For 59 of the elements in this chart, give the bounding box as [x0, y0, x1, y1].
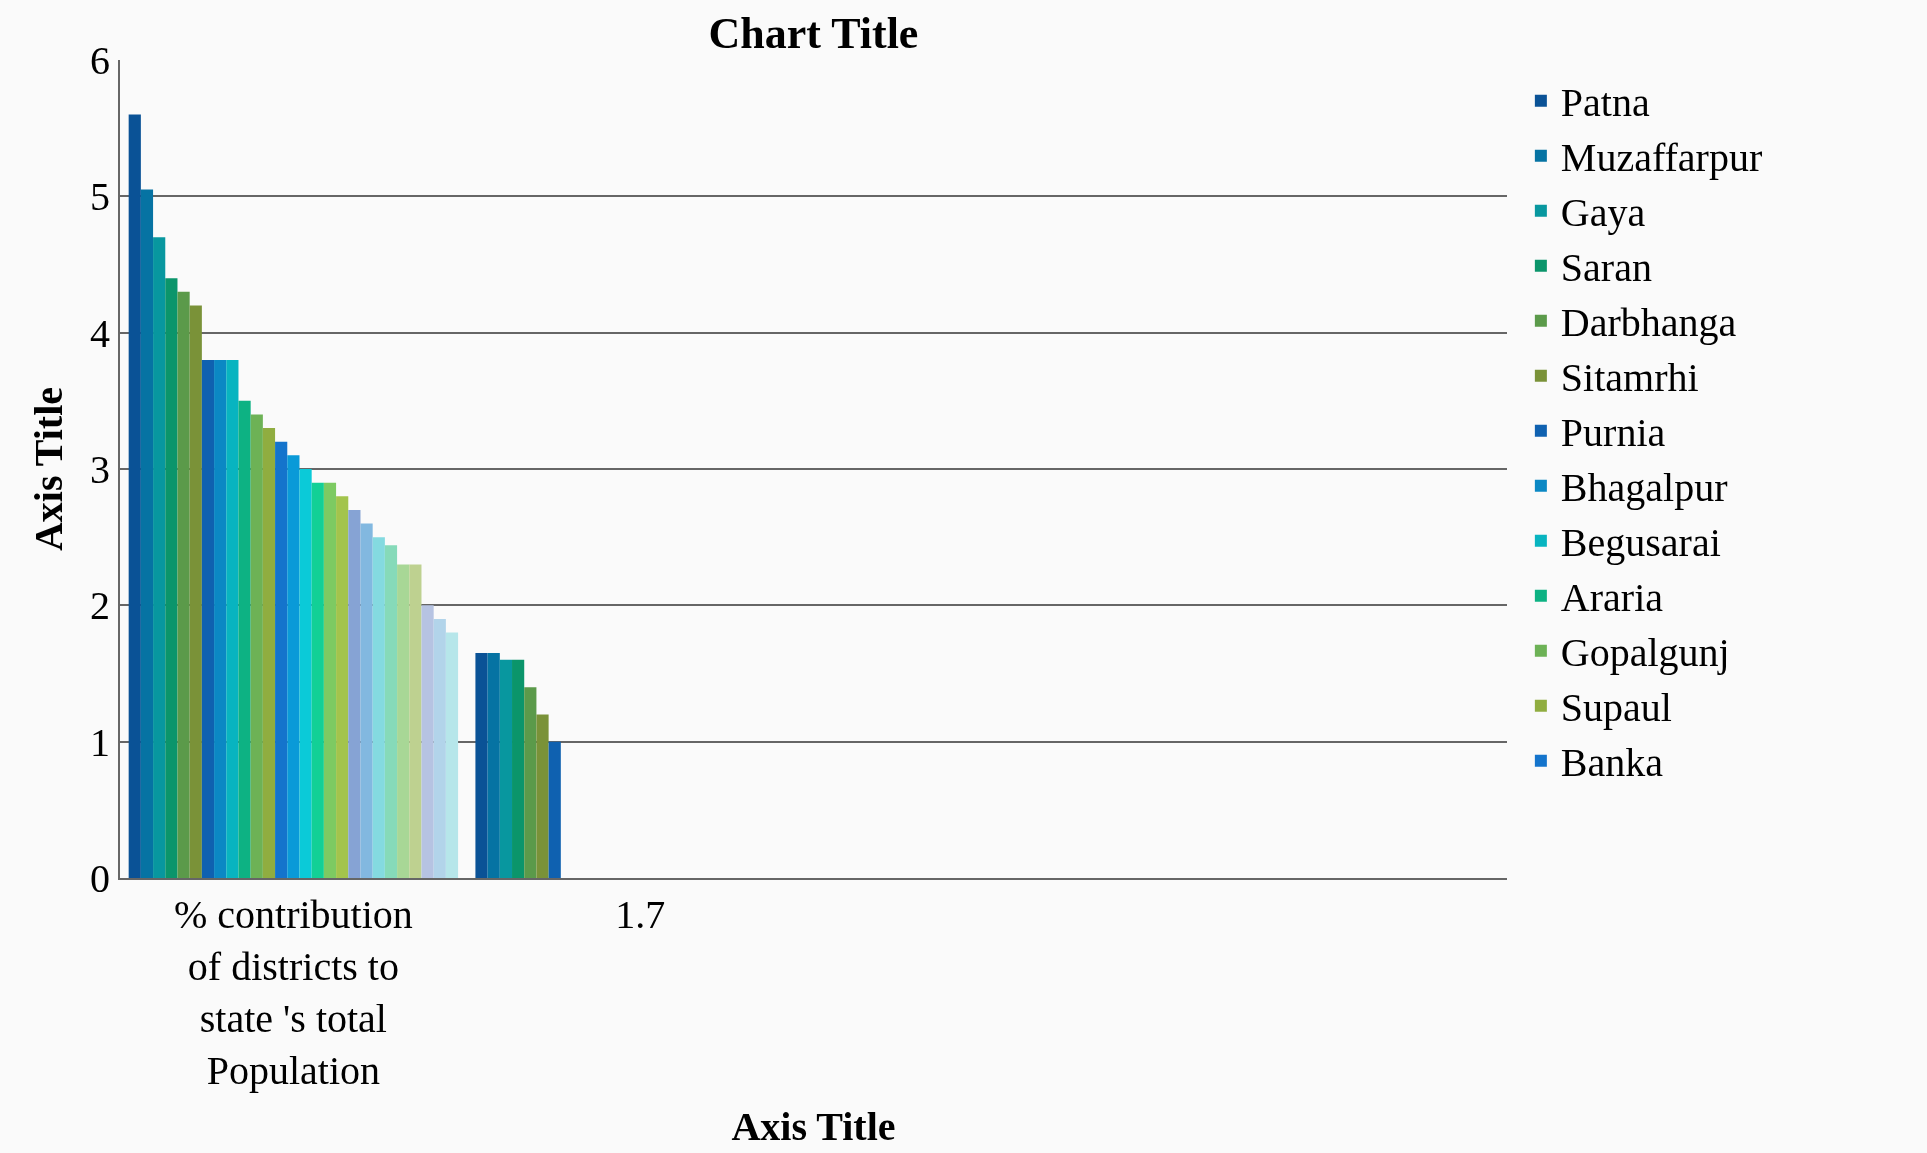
legend-label: Supaul: [1560, 685, 1672, 731]
y-tick-label: 0: [90, 856, 110, 901]
legend-label: Araria: [1560, 575, 1664, 621]
legend-label: Begusarai: [1560, 520, 1721, 566]
chart-title: Chart Title: [708, 9, 919, 59]
x-tick-label: % contribution of districts to state 's total Population: [173, 892, 413, 1093]
legend-label: Sitamrhi: [1560, 355, 1699, 401]
bar: [397, 564, 410, 878]
legend-label: Patna: [1560, 80, 1650, 126]
bar: [287, 455, 300, 878]
bar: [299, 469, 312, 878]
legend-label: Saran: [1560, 245, 1652, 291]
bar: [475, 653, 488, 878]
x-axis-title: Axis Title: [731, 1104, 896, 1149]
bar: [336, 496, 349, 878]
y-tick-label: 5: [90, 174, 110, 220]
legend-label: Muzaffarpur: [1560, 135, 1763, 181]
bar: [323, 482, 337, 878]
legend-label: Gaya: [1560, 190, 1646, 236]
legend-label: Darbhanga: [1560, 300, 1737, 346]
bar: [372, 537, 385, 878]
bar: [226, 359, 239, 878]
y-tick-label: 1: [90, 719, 110, 765]
bar: [140, 189, 154, 878]
bar: [360, 523, 373, 878]
bar: [524, 687, 537, 878]
x-tick-label: 1.7: [615, 892, 666, 937]
y-tick-label: 2: [90, 583, 110, 629]
bar: [275, 441, 288, 878]
y-tick-label: 3: [90, 447, 110, 492]
legend-label: Gopalgunj: [1560, 630, 1730, 676]
bar: [201, 359, 215, 878]
bar: [409, 564, 422, 878]
legend-label: Purnia: [1560, 410, 1666, 456]
bar: [536, 714, 549, 878]
bar: [445, 632, 459, 878]
bar: [214, 359, 227, 878]
y-tick-label: 4: [90, 310, 110, 356]
bar: [128, 114, 141, 878]
bar: [499, 659, 513, 878]
bar: [262, 428, 276, 878]
bar: [311, 482, 324, 878]
bar: [512, 659, 525, 878]
bar: [433, 618, 446, 878]
bar: [250, 414, 263, 878]
y-tick-label: 6: [90, 38, 110, 83]
bar: [384, 545, 398, 878]
bar: [348, 509, 361, 878]
legend-label: Bhagalpur: [1560, 465, 1728, 511]
bar: [177, 291, 190, 878]
bar: [189, 305, 202, 878]
bar: [487, 653, 500, 878]
bar: [153, 237, 166, 878]
bar: [421, 605, 434, 878]
y-axis-title: Axis Title: [26, 386, 71, 552]
bar: [165, 278, 178, 878]
bar: [548, 741, 561, 878]
legend-label: Banka: [1560, 740, 1664, 786]
bar: [238, 400, 251, 878]
